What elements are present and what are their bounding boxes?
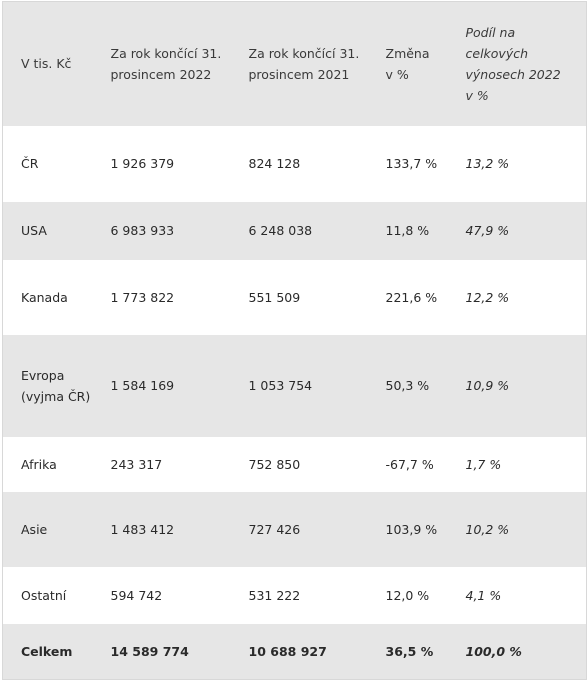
cell: 531 222 bbox=[248, 587, 301, 603]
data-row: Kanada 1 773 822 551 509 221,6 % 12,2 % bbox=[3, 260, 587, 335]
cell: Celkem bbox=[21, 643, 73, 659]
data-row: Asie 1 483 412 727 426 103,9 % 10,2 % bbox=[2, 491, 587, 567]
data-row: ČR 1 926 379 824 128 133,7 % 13,2 % bbox=[3, 126, 587, 202]
cell: 10 688 927 bbox=[248, 643, 327, 659]
cell: 10,9 % bbox=[465, 378, 510, 393]
cell: Podíl na celkových výnosech 2022 v % bbox=[465, 24, 561, 103]
cell: V tis. Kč bbox=[21, 56, 72, 72]
cell: 727 426 bbox=[248, 521, 301, 537]
cell: Kanada bbox=[21, 289, 68, 305]
cell: 1 584 169 bbox=[110, 378, 175, 393]
cell: 6 983 933 bbox=[110, 223, 175, 238]
cell: Ostatní bbox=[21, 587, 67, 603]
cell: 824 128 bbox=[248, 156, 301, 171]
cell: 221,6 % bbox=[385, 289, 438, 305]
total-row: Celkem 14 589 774 10 688 927 36,5 % 100,0 % bbox=[2, 623, 587, 680]
cell: -67,7 % bbox=[385, 456, 434, 472]
cell: 12,2 % bbox=[465, 289, 510, 305]
cell: 14 589 774 bbox=[110, 643, 189, 659]
cell: Za rok končící 31. prosincem 2022 bbox=[110, 45, 222, 82]
cell: Za rok končící 31. prosincem 2021 bbox=[248, 45, 360, 82]
cell: 10,2 % bbox=[465, 521, 510, 537]
header-row: V tis. Kč Za rok končící 31. prosincem 20… bbox=[2, 1, 587, 126]
cell: Evropa (vyjma ČR) bbox=[21, 367, 91, 404]
cell: 50,3 % bbox=[385, 378, 430, 393]
cell: 1 773 822 bbox=[110, 289, 175, 305]
cell: 103,9 % bbox=[385, 521, 438, 537]
cell: 13,2 % bbox=[465, 156, 510, 171]
cell: ČR bbox=[21, 156, 39, 171]
cell: 1,7 % bbox=[465, 456, 502, 472]
cell: 36,5 % bbox=[385, 643, 434, 659]
cell: 133,7 % bbox=[385, 156, 438, 171]
cell: 11,8 % bbox=[385, 223, 430, 238]
cell: 4,1 % bbox=[465, 587, 502, 603]
cell: 100,0 % bbox=[465, 643, 522, 659]
cell: 1 926 379 bbox=[110, 156, 175, 171]
cell: 243 317 bbox=[110, 456, 163, 472]
cell: 12,0 % bbox=[385, 587, 430, 603]
data-row: USA 6 983 933 6 248 038 11,8 % 47,9 % bbox=[2, 201, 587, 260]
cell: Asie bbox=[21, 521, 48, 537]
data-row: Ostatní 594 742 531 222 12,0 % 4,1 % bbox=[3, 567, 587, 624]
cell: 551 509 bbox=[248, 289, 301, 305]
cell: Afrika bbox=[21, 456, 57, 472]
cell: Změna v % bbox=[385, 45, 430, 82]
data-row: Evropa (vyjma ČR) 1 584 169 1 053 754 50,3 … bbox=[2, 334, 587, 437]
cell: 47,9 % bbox=[465, 223, 510, 238]
cell: 1 053 754 bbox=[248, 378, 313, 393]
cell: 594 742 bbox=[110, 587, 163, 603]
cell: 1 483 412 bbox=[110, 521, 175, 537]
cell: 752 850 bbox=[248, 456, 301, 472]
cell: 6 248 038 bbox=[248, 223, 313, 238]
cell: USA bbox=[21, 223, 47, 238]
data-row: Afrika 243 317 752 850 -67,7 % 1,7 % bbox=[3, 437, 587, 492]
